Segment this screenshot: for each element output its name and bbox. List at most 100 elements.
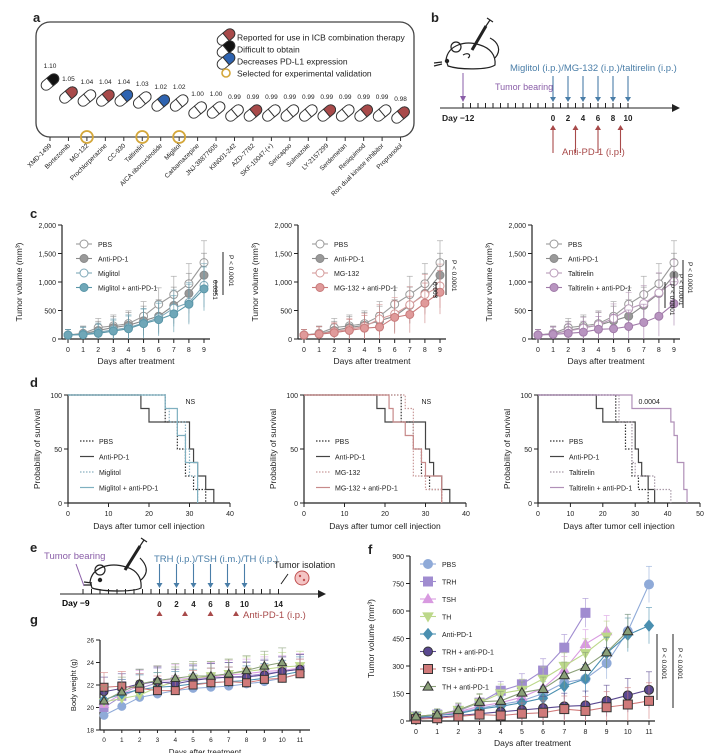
- timeline-day-label: 0: [157, 600, 162, 609]
- pill-cap: [175, 94, 189, 108]
- x-tick-label: 0: [302, 347, 306, 354]
- pill-seam: [101, 93, 109, 103]
- anti-pd1-arrowhead: [233, 611, 239, 616]
- white-pill-icon: [225, 104, 244, 122]
- pill-seam: [323, 108, 331, 118]
- data-point: [154, 315, 164, 325]
- timeline-day-label: 10: [240, 600, 249, 609]
- data-point: [98, 695, 110, 705]
- x-tick-label: 6: [541, 729, 545, 736]
- legend-label: Anti-PD-1: [334, 257, 364, 264]
- x-axis-title: Days after treatment: [97, 356, 175, 365]
- timeline-day-label: 0: [551, 114, 556, 123]
- treatment-label: TRH (i.p.)/TSH (i.m.)/TH (i.p.): [154, 554, 278, 565]
- series-line: [415, 630, 607, 718]
- pill-cap: [46, 73, 60, 87]
- legend-label: TRH: [442, 580, 456, 587]
- x-tick-label: 0: [414, 729, 418, 736]
- data-point: [63, 330, 73, 340]
- y-tick-label: 100: [520, 393, 532, 400]
- y-tick-label: 1,000: [508, 280, 526, 287]
- y-tick-label: 22: [87, 683, 95, 690]
- pill-seam: [46, 77, 54, 87]
- legend-label: Anti-PD-1: [335, 455, 365, 462]
- drug-score: 0.99: [302, 94, 315, 101]
- legend-marker-icon: [79, 239, 89, 249]
- legend-label: Reported for use in ICB combination ther…: [237, 33, 405, 43]
- x-tick-label: 2: [456, 729, 460, 736]
- pill-cap: [378, 104, 392, 118]
- data-point: [314, 329, 324, 339]
- y-tick-label: 0: [52, 337, 56, 344]
- x-tick-label: 4: [126, 347, 130, 354]
- pill-cap: [101, 89, 115, 103]
- chart-c-taltirelin: 0 500 1,000 1,500 2,000 0 1 2 3 4 5 6 7 8 9 Days after …: [484, 223, 693, 365]
- series-th-anti-pd-1: [98, 647, 288, 705]
- p-value-label: 0.0351: [211, 280, 218, 300]
- legend-label: PBS: [99, 439, 113, 446]
- x-axis-title: Days after tumor cell injection: [563, 521, 675, 530]
- data-point: [405, 309, 415, 319]
- data-point: [344, 325, 354, 335]
- day-start-label: Day −9: [62, 598, 90, 608]
- data-point: [644, 695, 654, 706]
- x-tick-label: 0: [536, 347, 540, 354]
- y-axis-title: Tumor volume (mm³): [366, 599, 376, 678]
- survival-curve-mg-132-anti-pd-1: [304, 394, 443, 503]
- y-tick-label: 600: [392, 609, 404, 616]
- pill-seam: [194, 105, 202, 115]
- red-pill-icon: [216, 28, 236, 46]
- red-pill-icon: [59, 86, 78, 104]
- data-point: [170, 672, 181, 682]
- legend-marker-icon: [549, 268, 559, 278]
- blue-pill-icon: [114, 89, 134, 107]
- timeline-day-label: 2: [566, 114, 571, 123]
- red-pill-icon: [243, 104, 263, 122]
- p-value-label: P < 0.0001: [676, 648, 683, 680]
- pill-seam: [222, 32, 230, 42]
- y-tick-label: 24: [87, 660, 95, 667]
- legend-label: Miglitol: [98, 271, 120, 278]
- y-tick-label: 300: [392, 664, 404, 671]
- red-pill-icon: [354, 104, 373, 122]
- black-pill-icon: [216, 40, 236, 58]
- y-tick-label: 50: [290, 447, 298, 454]
- y-axis-title: Probability of survival: [32, 409, 42, 489]
- pill-cap: [222, 52, 236, 66]
- x-tick-label: 9: [605, 729, 609, 736]
- x-tick-label: 7: [642, 347, 646, 354]
- pill-seam: [222, 56, 230, 66]
- timeline-day-label: 14: [274, 600, 283, 609]
- drug-score: 1.02: [173, 84, 186, 91]
- x-tick-label: 6: [209, 737, 213, 744]
- x-tick-label: 1: [81, 347, 85, 354]
- drug-score: 1.03: [136, 81, 149, 88]
- tumor-bearing-arrow: [75, 563, 85, 587]
- timeline-arrowhead: [318, 590, 326, 598]
- data-point: [609, 324, 619, 334]
- x-tick-label: 10: [624, 729, 632, 736]
- data-point: [516, 708, 527, 719]
- data-point: [99, 710, 109, 720]
- anti-pd1-arrowhead: [595, 125, 601, 130]
- legend-marker-icon: [423, 646, 433, 657]
- anti-pd1-arrowhead: [156, 611, 163, 616]
- y-axis-title: Probability of survival: [502, 409, 512, 489]
- x-tick-label: 6: [627, 347, 631, 354]
- treatment-arrowhead: [550, 97, 556, 102]
- legend-marker-icon: [79, 283, 89, 292]
- legend-label: PBS: [334, 242, 348, 249]
- panel-label-c: c: [30, 206, 38, 221]
- legend-label: TSH: [442, 597, 456, 604]
- tumor-icon: [294, 570, 310, 586]
- series-line: [303, 291, 441, 336]
- y-tick-label: 100: [286, 393, 298, 400]
- y-tick-label: 0: [294, 501, 298, 508]
- data-point: [600, 646, 613, 657]
- y-tick-label: 1,000: [274, 280, 292, 287]
- anti-pd1-arrowhead: [182, 611, 188, 616]
- x-tick-label: 0: [302, 511, 306, 518]
- pill-seam: [286, 108, 294, 118]
- gold-circle-icon: [221, 68, 231, 78]
- data-point: [580, 607, 591, 618]
